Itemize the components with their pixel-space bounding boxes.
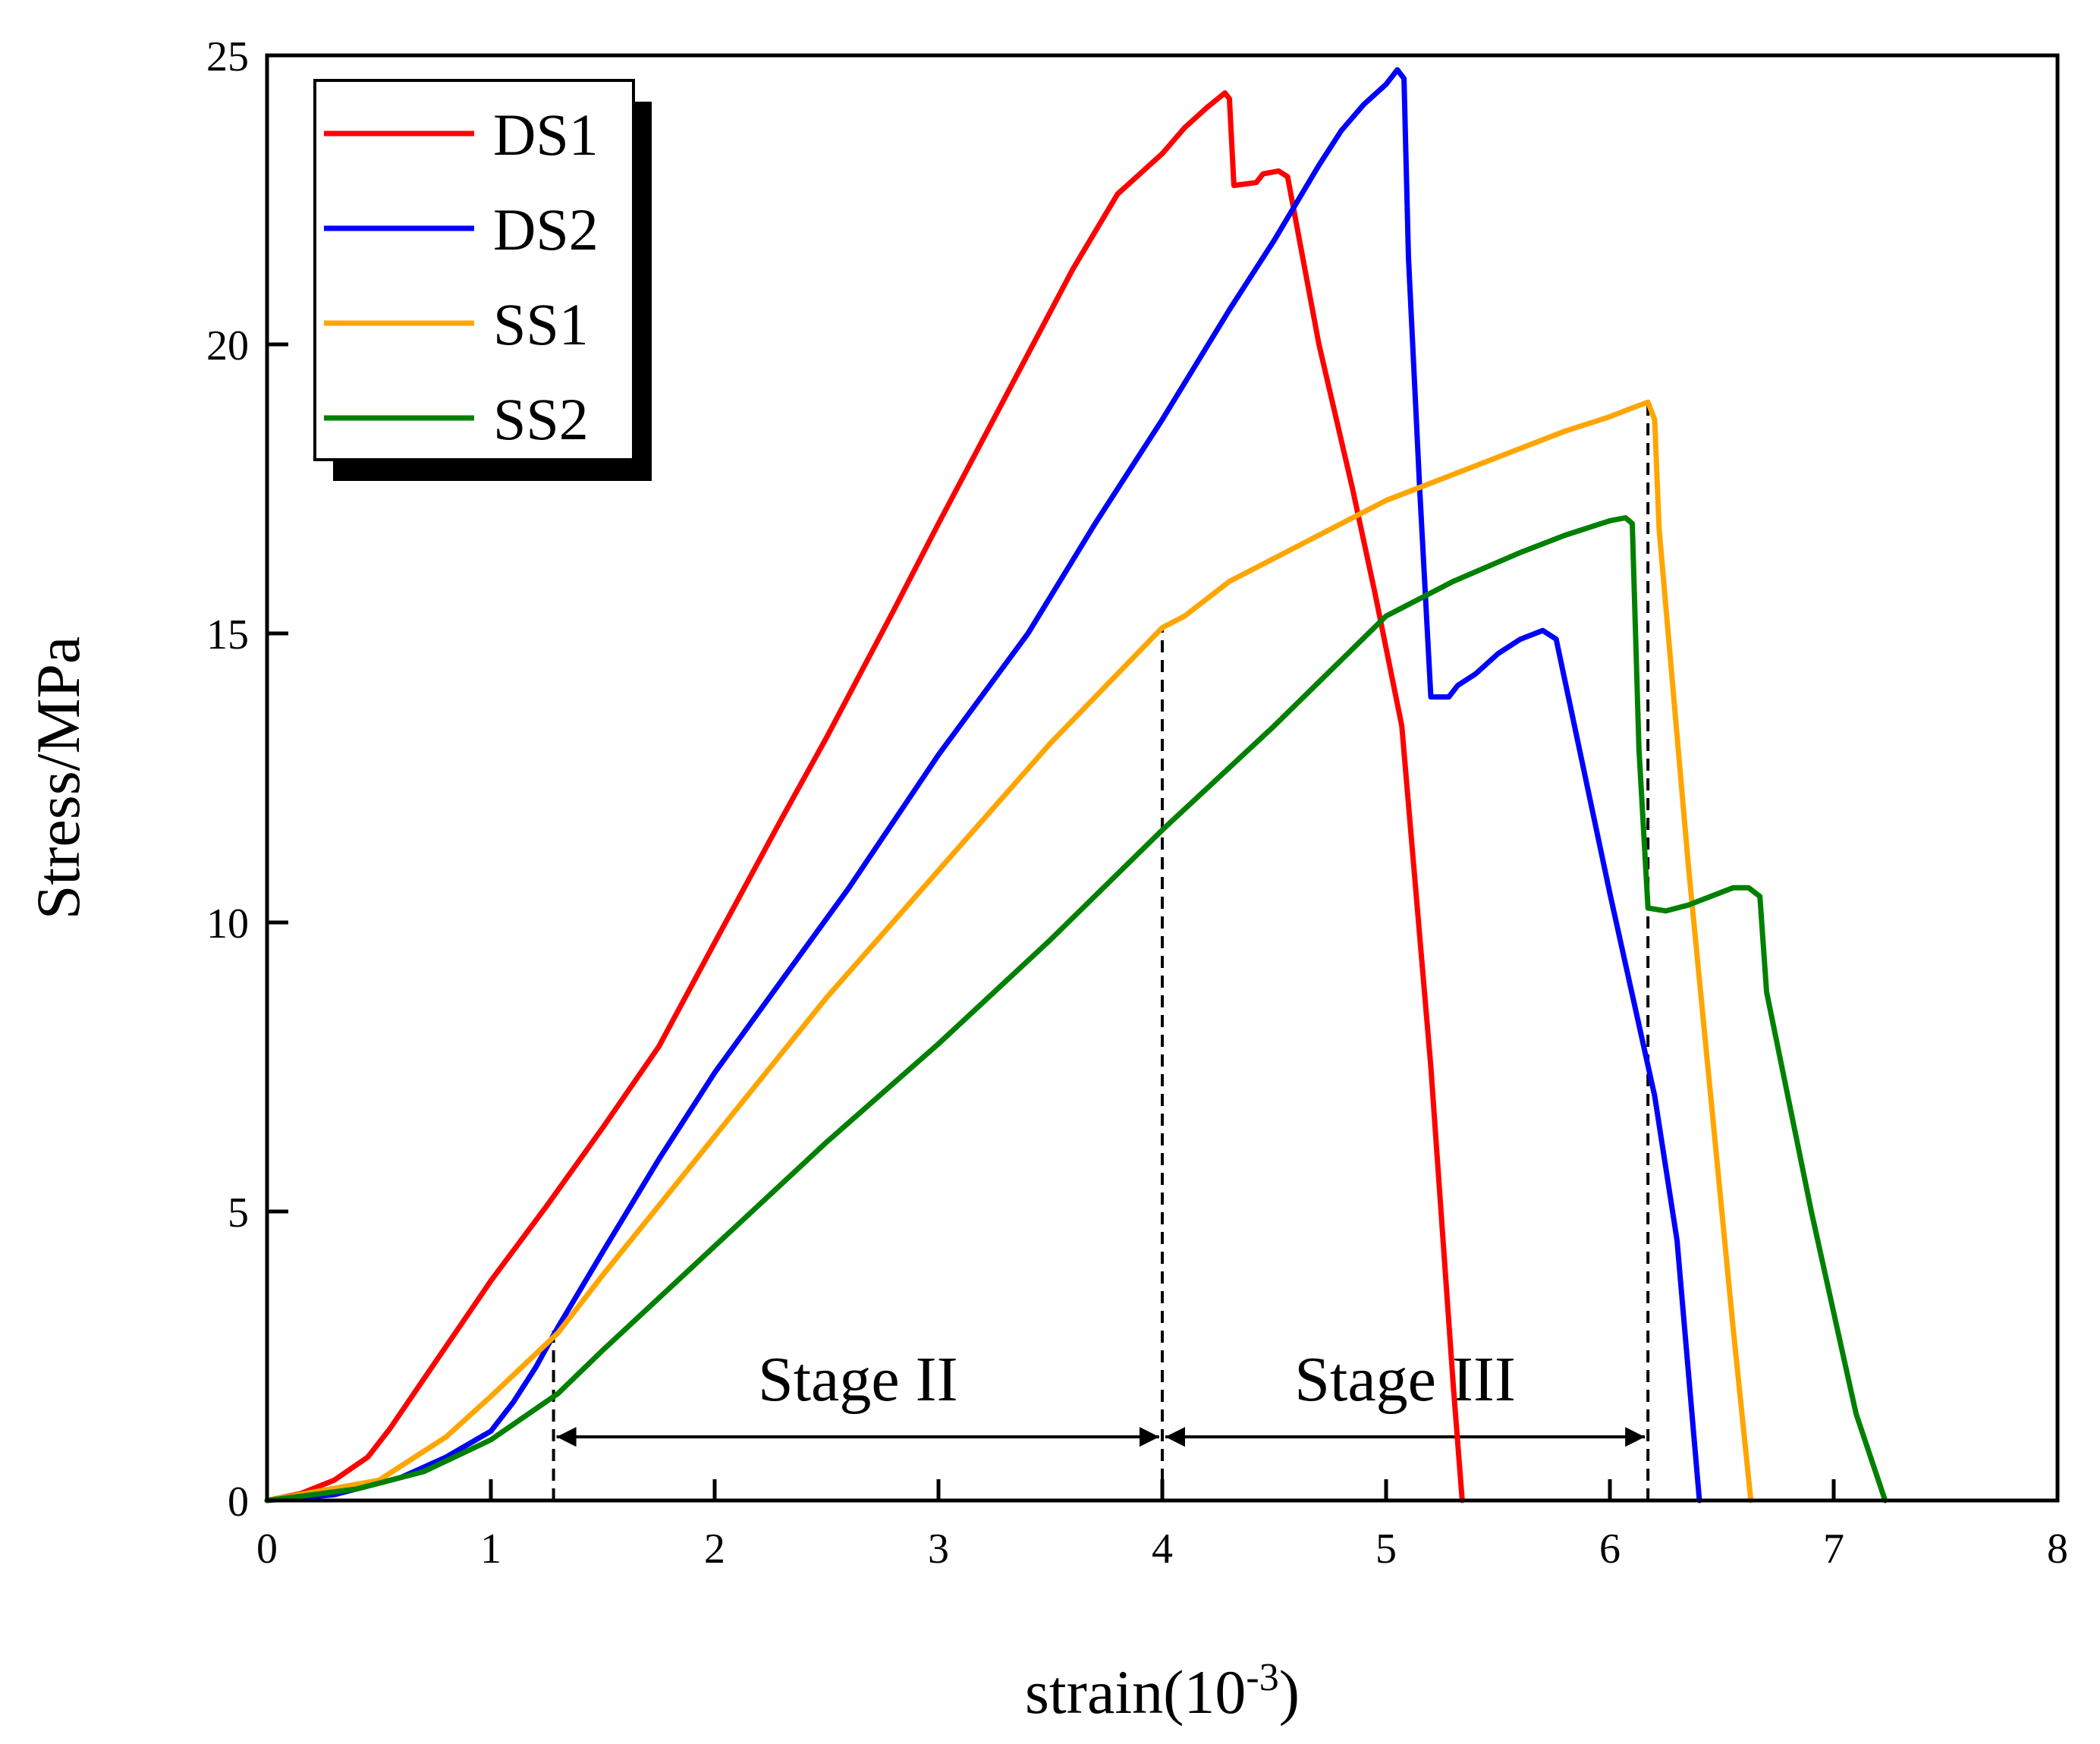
stage-label: Stage III [1294, 1344, 1516, 1415]
y-tick-label: 10 [206, 900, 249, 947]
stage-annotations: Stage II Stage III [552, 402, 1650, 1500]
x-tick-label: 0 [256, 1526, 278, 1573]
legend-box [313, 79, 635, 461]
legend-label-ds1: DS1 [493, 102, 599, 168]
series-line-ds1 [264, 90, 1465, 1504]
legend-label-ds2: DS2 [493, 196, 599, 262]
y-tick-label: 0 [228, 1478, 249, 1526]
y-tick-label: 25 [206, 33, 249, 80]
y-tick-label: 20 [206, 322, 249, 369]
stage-label: Stage II [758, 1344, 958, 1415]
x-tick-label: 8 [2047, 1526, 2068, 1573]
legend-label-ss2: SS2 [493, 386, 589, 452]
x-tick-label: 2 [704, 1526, 725, 1573]
x-tick-label: 5 [1375, 1526, 1397, 1573]
legend: DS1 DS2 SS1 SS2 [313, 79, 652, 481]
legend-label-ss1: SS1 [493, 291, 589, 357]
x-tick-label: 6 [1599, 1526, 1621, 1573]
x-tick-label: 4 [1152, 1526, 1173, 1573]
y-axis-title: Stress/MPa [24, 636, 93, 920]
x-tick-label: 3 [928, 1526, 949, 1573]
axes: 0 1 2 3 4 5 6 7 8 0 5 10 15 20 25 [206, 33, 2068, 1573]
data-series [264, 67, 1888, 1504]
x-tick-label: 1 [480, 1526, 501, 1573]
series-line-ss2 [264, 515, 1888, 1504]
x-axis-title-exponent: -3 [1246, 1656, 1278, 1699]
series-line-ss1 [264, 399, 1754, 1504]
x-axis-title: strain(10-3) [1025, 1656, 1300, 1727]
y-tick-label: 15 [206, 611, 249, 658]
y-tick-label: 5 [228, 1189, 249, 1237]
x-tick-label: 7 [1823, 1526, 1844, 1573]
series-line-ds2 [264, 67, 1702, 1504]
plot-frame [265, 53, 2060, 1503]
x-axis-title-main: strain(10 [1025, 1658, 1246, 1727]
x-axis-title-close: ) [1279, 1658, 1300, 1727]
